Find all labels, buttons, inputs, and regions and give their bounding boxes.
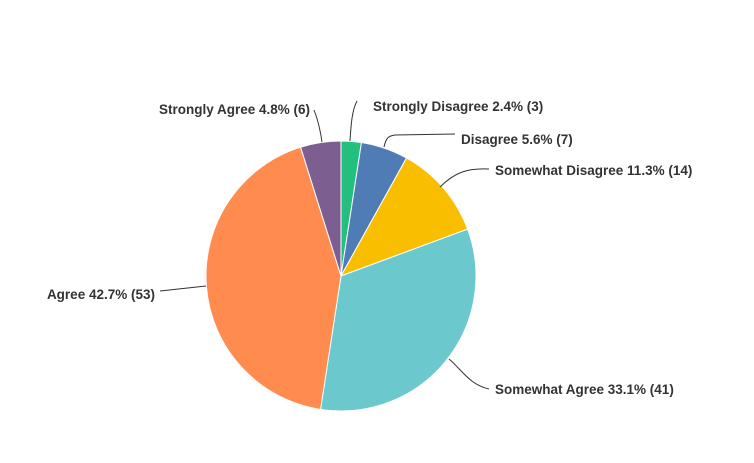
leader-line bbox=[349, 100, 358, 142]
leader-line bbox=[159, 285, 207, 292]
pie-slice-somewhat-disagree bbox=[339, 157, 469, 277]
pie-slice-somewhat-agree bbox=[319, 228, 477, 412]
pie-slice-agree bbox=[205, 146, 342, 411]
data-label: Strongly Agree 4.8% (6) bbox=[159, 102, 310, 117]
data-label: Somewhat Disagree 11.3% (14) bbox=[495, 163, 692, 178]
leader-line bbox=[448, 358, 490, 390]
leader-line bbox=[439, 168, 490, 188]
data-label: Strongly Disagree 2.4% (3) bbox=[373, 99, 543, 114]
data-label: Agree 42.7% (53) bbox=[47, 287, 155, 302]
pie-slice-strongly-agree bbox=[299, 140, 342, 277]
leader-line bbox=[383, 133, 456, 148]
data-label: Somewhat Agree 33.1% (41) bbox=[495, 382, 674, 397]
data-label: Disagree 5.6% (7) bbox=[461, 132, 573, 147]
leader-line bbox=[313, 109, 323, 143]
